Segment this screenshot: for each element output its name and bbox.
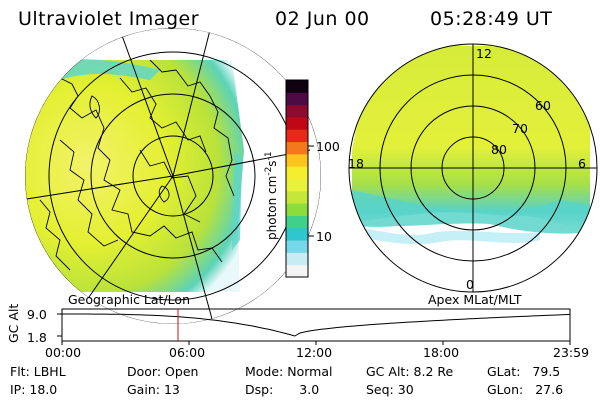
colorbar-cell xyxy=(286,141,308,155)
colorbar-label-100: 100 xyxy=(316,139,340,154)
altitude-xtick-2359: 23:59 xyxy=(553,345,590,360)
colorbar-cell xyxy=(286,252,308,266)
altitude-ytick-low: 1.8 xyxy=(27,330,47,345)
colorbar-cell xyxy=(286,116,308,130)
altitude-ytick-high: 9.0 xyxy=(27,307,47,322)
colorbar-unit-mid: s xyxy=(265,160,279,167)
status-gain: Gain: 13 xyxy=(127,382,180,397)
colorbar-cell xyxy=(286,153,308,167)
status-glon: GLon: 27.6 xyxy=(487,382,563,397)
apex-grid xyxy=(348,43,598,293)
mlt-label-12: 12 xyxy=(476,46,492,61)
gain-value: 13 xyxy=(163,382,180,397)
colorbar-unit-exp2: -1 xyxy=(264,151,274,161)
altitude-axis-label: GC Alt xyxy=(6,303,21,343)
header-date: 02 Jun 00 xyxy=(275,8,370,30)
mode-value: Normal xyxy=(287,364,333,379)
colorbar-unit-exp1: -2 xyxy=(264,166,274,176)
colorbar-cell xyxy=(286,240,308,253)
mlt-label-18: 18 xyxy=(348,156,364,171)
glat-label: GLat: xyxy=(487,364,521,379)
ip-value: 18.0 xyxy=(29,382,58,397)
flt-value: LBHL xyxy=(33,364,66,379)
altitude-curve xyxy=(62,313,571,337)
altitude-xtick-0000: 00:00 xyxy=(45,345,82,360)
door-value: Open xyxy=(165,364,199,379)
apex-label: Apex MLat/MLT xyxy=(428,292,522,307)
seq-label: Seq: xyxy=(366,382,394,397)
app-title: Ultraviolet Imager xyxy=(18,8,200,30)
colorbar-cell xyxy=(286,166,308,179)
gain-label: Gain: xyxy=(127,382,160,397)
mlat-label-70: 70 xyxy=(512,121,528,136)
gcalt-label: GC Alt: xyxy=(366,364,410,379)
geographic-aurora-image xyxy=(25,60,250,292)
colorbar-cell xyxy=(286,129,308,143)
colorbar-unit-prefix: photon cm xyxy=(265,175,279,240)
mlt-label-6: 6 xyxy=(578,156,586,171)
color-bar xyxy=(285,79,314,278)
ip-label: IP: xyxy=(10,382,26,397)
altitude-xtick-1800: 18:00 xyxy=(423,345,460,360)
colorbar-cell xyxy=(286,178,308,192)
colorbar-cell xyxy=(286,104,308,118)
mlat-label-80: 80 xyxy=(491,142,507,157)
colorbar-cell xyxy=(286,264,308,278)
altitude-plot xyxy=(57,308,571,345)
geographic-grid xyxy=(25,29,311,324)
apex-polar-plot xyxy=(348,43,598,293)
colorbar-cell xyxy=(286,215,308,229)
header-time: 05:28:49 UT xyxy=(430,8,553,30)
colorbar-cell xyxy=(286,227,308,241)
glon-label: GLon: xyxy=(487,382,524,397)
status-flt: Flt: LBHL xyxy=(10,364,66,379)
colorbar-label-10: 10 xyxy=(316,229,332,244)
altitude-xtick-1200: 12:00 xyxy=(296,345,333,360)
mode-label: Mode: xyxy=(245,364,284,379)
colorbar-unit: photon cm-2s-1 xyxy=(264,151,279,240)
status-glat: GLat: 79.5 xyxy=(487,364,560,379)
image-edge-blank xyxy=(232,60,321,300)
status-dsp: Dsp: 3.0 xyxy=(245,382,319,397)
apex-aurora-image xyxy=(352,45,590,230)
mlt-label-0: 0 xyxy=(466,277,474,292)
dsp-value: 3.0 xyxy=(299,382,320,397)
altitude-xtick-0600: 06:00 xyxy=(169,345,206,360)
colorbar-cell xyxy=(286,80,308,93)
seq-value: 30 xyxy=(397,382,414,397)
status-seq: Seq: 30 xyxy=(366,382,414,397)
status-mode: Mode: Normal xyxy=(245,364,333,379)
status-ip: IP: 18.0 xyxy=(10,382,57,397)
status-gcalt: GC Alt: 8.2 Re xyxy=(366,364,453,379)
flt-label: Flt: xyxy=(10,364,30,379)
colorbar-cell xyxy=(286,190,308,204)
glat-value: 79.5 xyxy=(532,364,561,379)
colorbar-cell xyxy=(286,203,308,216)
gcalt-value: 8.2 Re xyxy=(413,364,454,379)
dsp-label: Dsp: xyxy=(245,382,274,397)
colorbar-cell xyxy=(286,92,308,106)
status-door: Door: Open xyxy=(127,364,198,379)
door-label: Door: xyxy=(127,364,162,379)
glon-value: 27.6 xyxy=(535,382,564,397)
altitude-plot-frame xyxy=(61,308,571,342)
geographic-label: Geographic Lat/Lon xyxy=(68,292,190,307)
mlat-label-60: 60 xyxy=(535,98,551,113)
